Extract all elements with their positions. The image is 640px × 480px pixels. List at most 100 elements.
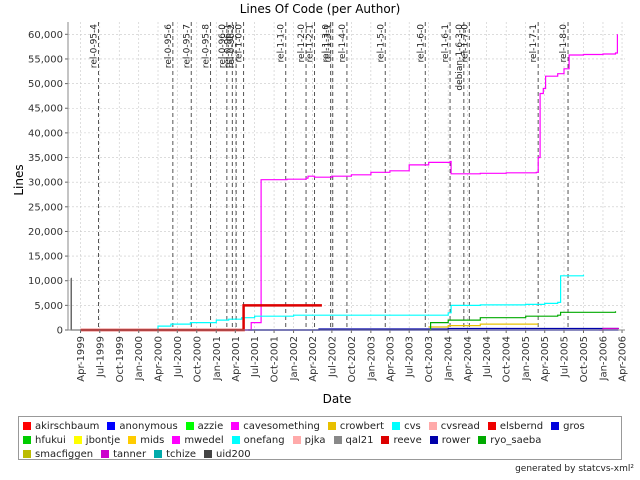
y-tick-label: 45,000 bbox=[28, 104, 63, 115]
legend-swatch bbox=[172, 436, 181, 444]
release-marker-label: rel-1-8-0 bbox=[559, 24, 569, 63]
chart-title: Lines Of Code (per Author) bbox=[240, 2, 401, 16]
legend-swatch bbox=[73, 436, 82, 444]
y-tick-label: 40,000 bbox=[28, 128, 63, 139]
legend-label: qal21 bbox=[345, 434, 374, 446]
release-marker-label: rel-1-5-0 bbox=[376, 24, 386, 63]
x-tick-label: Oct-2004 bbox=[502, 336, 513, 382]
legend-label: crowbert bbox=[339, 420, 385, 432]
legend-item-akirschbaum: akirschbaum bbox=[23, 419, 99, 433]
legend-label: jbontje bbox=[85, 434, 121, 446]
legend-label: tchize bbox=[166, 448, 196, 460]
release-marker-label: rel-0-95-8 bbox=[202, 24, 212, 68]
y-tick-label: 20,000 bbox=[28, 227, 63, 238]
legend-label: gros bbox=[563, 420, 585, 432]
release-marker-label: rel-0-96-2 bbox=[227, 24, 237, 68]
legend-label: tanner bbox=[113, 448, 147, 460]
x-tick-label: Apr-2005 bbox=[540, 336, 551, 382]
x-tick-label: Jan-2004 bbox=[444, 336, 455, 381]
x-tick-label: Jul-2005 bbox=[560, 336, 571, 378]
legend-label: akirschbaum bbox=[35, 420, 100, 432]
legend-label: azzie bbox=[197, 420, 224, 432]
legend-item-cavesomething: cavesomething bbox=[231, 419, 320, 433]
legend-item-mwedel: mwedel bbox=[172, 433, 224, 447]
legend-item-ryo_saeba: ryo_saeba bbox=[478, 433, 541, 447]
y-tick-label: 60,000 bbox=[28, 30, 63, 41]
legend-swatch bbox=[381, 436, 390, 444]
legend-item-gros: gros bbox=[551, 419, 585, 433]
x-tick-label: Apr-2004 bbox=[463, 336, 474, 382]
release-markers: rel-0-95-4 rel-0-95-6 rel-0-95-7 rel-0-95-8… bbox=[89, 22, 569, 330]
release-marker-label: rel-1-3-0 bbox=[322, 24, 332, 63]
legend-label: rower bbox=[441, 434, 471, 446]
legend-item-azzie: azzie bbox=[185, 419, 224, 433]
x-tick-label: Apr-2002 bbox=[308, 336, 319, 382]
legend-label: cavesomething bbox=[243, 420, 320, 432]
y-tick-label: 55,000 bbox=[28, 54, 63, 65]
x-tick-label: Apr-1999 bbox=[76, 336, 87, 382]
x-tick-label: Apr-2000 bbox=[154, 336, 165, 382]
release-marker-label: rel-0-96-0 bbox=[218, 24, 228, 68]
x-tick-label: Jul-2002 bbox=[327, 336, 338, 378]
legend-swatch bbox=[23, 450, 31, 458]
x-tick-label: Jan-2001 bbox=[212, 336, 223, 381]
legend-swatch bbox=[154, 450, 163, 458]
legend-swatch bbox=[333, 436, 342, 444]
legend-label: elsbernd bbox=[499, 420, 544, 432]
release-marker-label: rel-1-1-0 bbox=[277, 24, 287, 63]
release-marker-label: rel-1-2-0 bbox=[297, 24, 307, 63]
x-tick-label: Oct-2002 bbox=[347, 336, 358, 382]
y-tick-label: 10,000 bbox=[28, 276, 63, 287]
legend-item-smacfiggen: smacfiggen bbox=[23, 447, 93, 461]
legend-label: anonymous bbox=[119, 420, 178, 432]
y-tick-label: 15,000 bbox=[28, 252, 63, 263]
release-marker-label: rel-1-3-1 bbox=[324, 24, 334, 62]
release-marker-label: rel-1-6-1 bbox=[441, 24, 451, 62]
legend-swatch bbox=[23, 422, 31, 430]
release-marker-label: rel-1-6-0 bbox=[416, 24, 426, 63]
x-tick-label: Jul-2004 bbox=[482, 336, 493, 378]
x-tick-label: Oct-2005 bbox=[579, 336, 590, 382]
x-tick-label: Oct-1999 bbox=[115, 336, 126, 382]
legend-item-jbontje: jbontje bbox=[73, 433, 121, 447]
legend-swatch bbox=[292, 436, 301, 444]
legend-swatch bbox=[231, 422, 240, 430]
legend-label: cvs bbox=[404, 420, 421, 432]
y-tick-label: 30,000 bbox=[28, 178, 63, 189]
y-tick-label: 5,000 bbox=[34, 301, 63, 312]
release-marker-label: rel-1-2-1 bbox=[306, 24, 316, 62]
release-marker-label: rel-1-4-0 bbox=[338, 24, 348, 63]
legend-swatch bbox=[231, 436, 240, 444]
legend-swatch bbox=[551, 422, 560, 430]
x-axis-label: Date bbox=[323, 392, 352, 406]
legend-item-elsbernd: elsbernd bbox=[487, 419, 544, 433]
release-marker-label: rel-1-7-1 bbox=[529, 24, 539, 62]
legend-item-pjka: pjka bbox=[292, 433, 326, 447]
y-axis-label: Lines bbox=[12, 164, 26, 195]
x-tick-label: Oct-2003 bbox=[424, 336, 435, 382]
legend-label: onefang bbox=[243, 434, 285, 446]
series-line-ryo_saeba bbox=[428, 311, 617, 331]
y-tick-label: 25,000 bbox=[28, 202, 63, 213]
release-marker-label: debian-1-6-3-0 bbox=[455, 24, 465, 91]
legend-swatch bbox=[392, 422, 401, 430]
x-tick-label: Jan-2000 bbox=[134, 336, 145, 381]
legend-item-reeve: reeve bbox=[381, 433, 422, 447]
series-line-onefang bbox=[80, 274, 585, 331]
legend-swatch bbox=[487, 422, 496, 430]
legend-swatch bbox=[428, 422, 437, 430]
x-tick-label: Oct-2001 bbox=[270, 336, 281, 382]
legend-swatch bbox=[101, 450, 110, 458]
release-marker-label: rel-1-7-0 bbox=[460, 24, 470, 63]
legend-label: mids bbox=[140, 434, 165, 446]
x-tick-label: Jan-2006 bbox=[598, 336, 609, 381]
y-tick-label: 0 bbox=[57, 326, 63, 337]
legend-item-rower: rower bbox=[429, 433, 471, 447]
release-marker-label: rel-0-95-7 bbox=[182, 24, 192, 68]
legend-item-cvs: cvs bbox=[392, 419, 421, 433]
legend-label: reeve bbox=[393, 434, 422, 446]
legend-label: cvsread bbox=[440, 420, 480, 432]
release-marker-label: rel-1-0-0 bbox=[235, 24, 245, 63]
x-tick-label: Jan-2003 bbox=[366, 336, 377, 381]
series-line-crowbert bbox=[428, 323, 539, 328]
